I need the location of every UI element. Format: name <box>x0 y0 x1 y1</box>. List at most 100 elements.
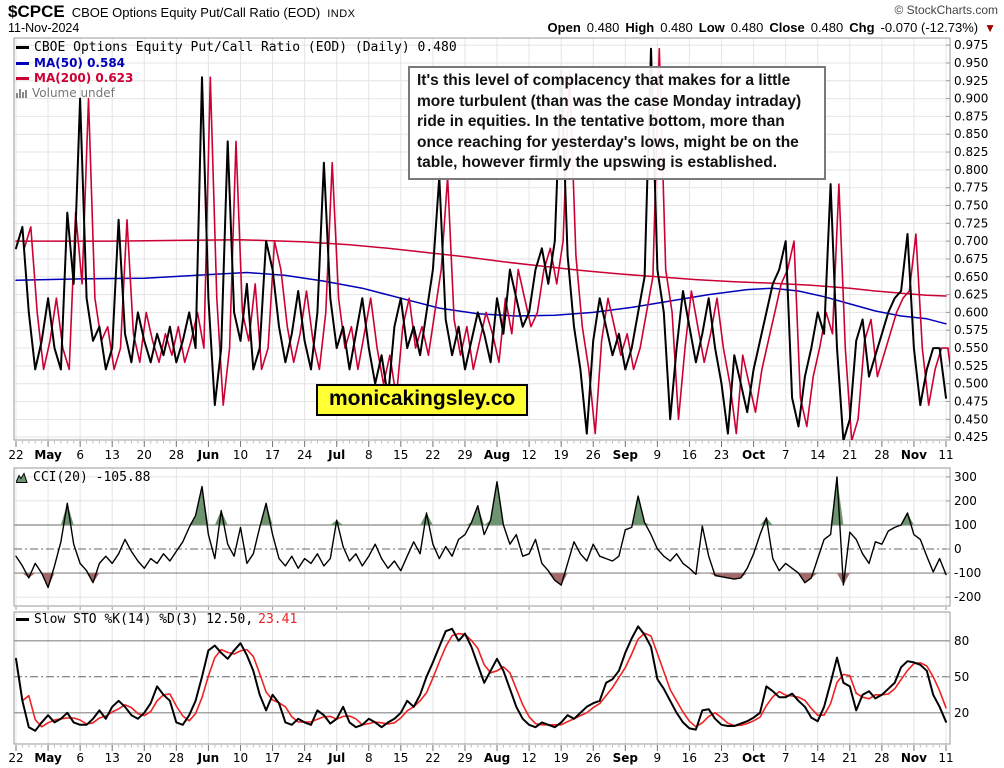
legend-ma200: MA(200) 0.623 <box>16 71 133 85</box>
x-axis-row-upper <box>15 441 947 447</box>
sto-legend: Slow STO %K(14) %D(3) 12.50, 23.41 <box>16 612 297 627</box>
x-axis-label: 26 <box>586 448 601 462</box>
x-axis-label: 29 <box>457 751 472 765</box>
sto-axis-label: 20 <box>954 706 969 720</box>
price-axis-label: 0.975 <box>954 38 988 52</box>
price-shadow-line <box>23 47 950 440</box>
sto-axis-label: 80 <box>954 634 969 648</box>
sto-d-line <box>15 632 947 728</box>
watermark: monicakingsley.co <box>316 384 529 416</box>
x-axis-label: 22 <box>425 751 440 765</box>
price-axis-label: 0.750 <box>954 199 988 213</box>
x-axis-label: Jun <box>197 448 220 462</box>
cci-axis-label: 200 <box>954 494 977 508</box>
x-axis-label: Nov <box>901 751 927 765</box>
price-axis-label: 0.725 <box>954 216 988 230</box>
x-axis-label: 29 <box>457 448 472 462</box>
x-axis-label: 12 <box>521 448 536 462</box>
exchange-label: INDX <box>327 8 356 20</box>
x-axis-label: 20 <box>137 448 152 462</box>
x-axis-label: 6 <box>76 751 84 765</box>
x-axis-label: 17 <box>265 448 280 462</box>
x-axis-row-lower <box>15 745 947 751</box>
copyright: © StockCharts.com <box>894 3 998 17</box>
open-label: Open <box>547 20 581 35</box>
header: $CPCE CBOE Options Equity Put/Call Ratio… <box>8 2 356 22</box>
x-axis-label: 20 <box>137 751 152 765</box>
price-axis-label: 0.875 <box>954 109 988 123</box>
chg-label: Chg <box>849 20 875 35</box>
cci-axis-label: 300 <box>954 470 977 484</box>
x-axis-label: 24 <box>297 751 312 765</box>
open-value: 0.480 <box>586 20 620 35</box>
x-axis-label: 23 <box>714 448 729 462</box>
price-axis-label: 0.825 <box>954 145 988 159</box>
x-axis-label: 17 <box>265 751 280 765</box>
x-axis-label: 19 <box>554 448 569 462</box>
legend-volume-label: Volume undef <box>32 86 115 100</box>
price-axis-label: 0.575 <box>954 323 988 337</box>
price-axis-label: 0.625 <box>954 288 988 302</box>
price-axis-label: 0.700 <box>954 234 988 248</box>
x-axis-label: 28 <box>169 751 184 765</box>
x-axis-label: 7 <box>782 448 790 462</box>
x-axis-label: 15 <box>393 448 408 462</box>
x-axis-label: 9 <box>654 448 662 462</box>
sto-legend-d-value: 23.41 <box>258 612 298 627</box>
sto-legend-k-label: Slow STO %K(14) %D(3) 12.50, <box>34 612 254 627</box>
x-axis-label: 21 <box>842 751 857 765</box>
price-axis-label: 0.600 <box>954 305 988 319</box>
price-axis-label: 0.550 <box>954 341 988 355</box>
x-axis-label: 13 <box>105 448 120 462</box>
cci-axis-label: -200 <box>954 590 981 604</box>
chg-value: -0.070 (-12.73%) <box>880 20 979 35</box>
ma200-line <box>15 238 947 297</box>
x-axis-label: 26 <box>586 751 601 765</box>
volume-bars-icon <box>16 88 27 98</box>
x-axis-label: 16 <box>682 751 697 765</box>
chg-down-triangle-icon[interactable]: ▼ <box>984 21 996 35</box>
x-axis-label: 7 <box>782 751 790 765</box>
x-axis-label: 22 <box>8 751 23 765</box>
price-axis-label: 0.950 <box>954 56 988 70</box>
price-axis-label: 0.800 <box>954 163 988 177</box>
price-axis-label: 0.675 <box>954 252 988 266</box>
price-line <box>15 47 947 440</box>
x-axis-label: 10 <box>233 448 248 462</box>
x-axis-label: 11 <box>938 448 953 462</box>
x-axis-label: 28 <box>169 448 184 462</box>
x-axis-label: 15 <box>393 751 408 765</box>
price-axis-label: 0.500 <box>954 377 988 391</box>
x-axis-label: Oct <box>742 448 765 462</box>
x-axis-label: Jul <box>327 448 345 462</box>
legend-ma50: MA(50) 0.584 <box>16 56 125 70</box>
chart-title: CBOE Options Equity Put/Call Ratio (EOD) <box>71 5 321 20</box>
x-axis-label: 12 <box>521 751 536 765</box>
low-value: 0.480 <box>730 20 764 35</box>
price-axis-label: 0.775 <box>954 181 988 195</box>
close-label: Close <box>769 20 805 35</box>
x-axis-label: 10 <box>233 751 248 765</box>
price-axis-label: 0.425 <box>954 430 988 444</box>
x-axis-label: 14 <box>810 751 825 765</box>
x-axis-label: 13 <box>105 751 120 765</box>
x-axis-label: May <box>34 751 62 765</box>
legend-ma200-label: MA(200) 0.623 <box>34 71 134 85</box>
x-axis-label: 6 <box>76 448 84 462</box>
close-value: 0.480 <box>810 20 844 35</box>
cci-overbought-fill <box>16 476 946 525</box>
cci-axis-label: 100 <box>954 518 977 532</box>
cci-axis-label: 0 <box>954 542 962 556</box>
symbol: $CPCE <box>8 2 65 21</box>
legend-volume: Volume undef <box>16 86 115 100</box>
x-axis-label: Aug <box>484 751 510 765</box>
x-axis-label: 8 <box>365 751 373 765</box>
legend-price: CBOE Options Equity Put/Call Ratio (EOD)… <box>16 40 457 55</box>
x-axis-label: May <box>34 448 62 462</box>
price-axis-label: 0.650 <box>954 270 988 284</box>
chart-date: 11-Nov-2024 <box>8 21 80 35</box>
sto-panel <box>13 611 951 745</box>
ohlc-row: Open 0.480 High 0.480 Low 0.480 Close 0.… <box>548 20 996 35</box>
x-axis-label: 21 <box>842 448 857 462</box>
